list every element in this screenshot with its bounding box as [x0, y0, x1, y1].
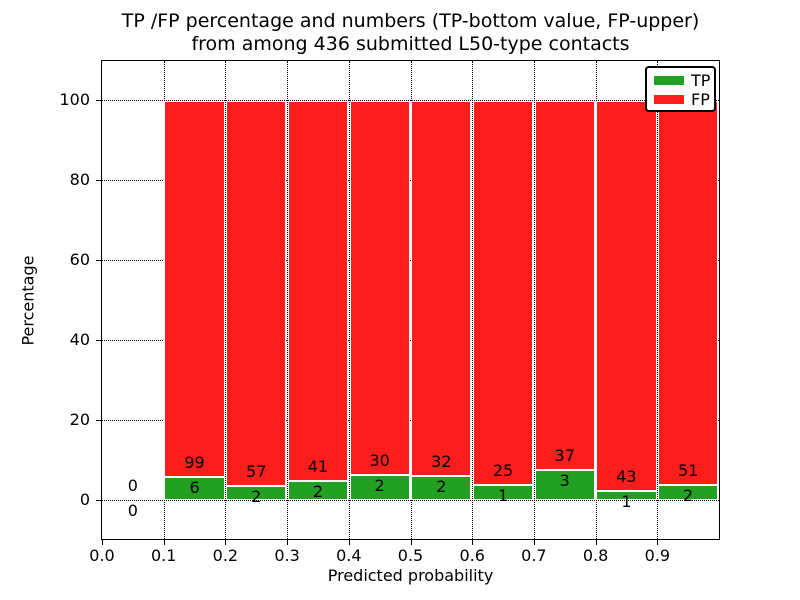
fp-count-label: 30 — [369, 451, 390, 470]
x-axis-tick — [410, 539, 412, 545]
tp-count-label: 1 — [621, 491, 632, 511]
bar-segment-fp — [349, 101, 410, 475]
y-axis-tick — [96, 180, 102, 181]
x-tick-label: 0.5 — [397, 546, 424, 565]
bar-segment-tp — [596, 490, 657, 500]
fp-count-label: 43 — [616, 466, 637, 486]
tp-count-label: 0 — [127, 501, 138, 520]
bar-segment-tp — [411, 476, 472, 500]
legend-label-tp: TP — [691, 71, 711, 90]
fp-count-label: 99 — [184, 453, 205, 473]
gridline-vertical — [225, 61, 227, 539]
legend-swatch-tp — [654, 76, 684, 85]
tp-count-label: 2 — [251, 487, 262, 507]
gridline-vertical — [348, 61, 350, 539]
chart-title: TP /FP percentage and numbers (TP-bottom… — [102, 10, 719, 56]
fp-count-label: 41 — [307, 457, 329, 477]
tp-count-label: 3 — [559, 471, 570, 490]
x-tick-label: 0.0 — [89, 546, 115, 565]
bar-segment-tp — [472, 484, 534, 500]
x-tick-label: 0.6 — [459, 546, 485, 565]
bar-segment-fp — [226, 101, 287, 487]
fp-count-label: 57 — [246, 462, 267, 482]
tp-count-label: 2 — [683, 485, 694, 505]
gridline-vertical — [163, 61, 165, 539]
gridline-vertical — [287, 61, 289, 539]
tp-count-label: 6 — [189, 478, 200, 498]
x-axis-label: Predicted probability — [327, 566, 494, 585]
tp-count-label: 2 — [436, 477, 447, 497]
bar-segment-fp — [472, 101, 534, 485]
gridline-vertical — [472, 61, 474, 539]
x-tick-label: 0.9 — [644, 546, 671, 565]
y-axis-tick — [96, 100, 102, 101]
bar-segment-fp — [164, 101, 225, 478]
y-tick-label: 100 — [59, 90, 90, 109]
legend-swatch-fp — [654, 95, 684, 104]
x-axis-tick — [657, 539, 659, 545]
gridline-vertical — [533, 61, 535, 539]
x-axis-tick — [348, 539, 350, 545]
bar-segment-fp — [411, 101, 472, 477]
y-tick-label: 20 — [69, 410, 90, 429]
plot-area: 0 0 99 6 57 2 41 2 30 2 32 2 25 1 37 3 43 1 51 2 — [101, 60, 720, 540]
bar-segment-fp — [596, 101, 657, 491]
x-tick-label: 0.4 — [336, 546, 362, 565]
x-tick-label: 0.3 — [274, 546, 300, 565]
y-tick-label: 0 — [79, 490, 90, 509]
bar-segment-fp — [534, 101, 595, 470]
x-axis-tick — [287, 539, 289, 545]
bar-segment-tp — [164, 477, 225, 500]
y-axis-label: Percentage — [18, 255, 38, 346]
legend-label-fp: FP — [691, 90, 710, 109]
tp-count-label: 1 — [497, 485, 509, 505]
gridline-vertical — [595, 61, 597, 539]
x-tick-label: 0.2 — [212, 546, 239, 565]
fp-count-label: 25 — [492, 460, 514, 480]
x-axis-tick — [472, 539, 474, 545]
x-axis-tick — [163, 539, 165, 545]
y-tick-label: 40 — [69, 330, 90, 349]
fp-count-label: 37 — [554, 446, 575, 465]
bar-segment-tp — [658, 484, 719, 500]
y-tick-label: 60 — [69, 250, 90, 269]
chart-title-line2: from among 436 submitted L50-type contac… — [191, 33, 630, 55]
y-axis-tick — [96, 420, 102, 421]
bar-segment-tp — [349, 475, 410, 500]
tp-count-label: 2 — [312, 482, 324, 502]
x-axis-tick — [225, 539, 227, 545]
x-axis-tick — [595, 539, 597, 545]
x-tick-label: 0.7 — [521, 546, 547, 565]
fp-count-label: 51 — [677, 460, 699, 480]
y-axis-tick — [96, 500, 102, 501]
tp-count-label: 2 — [374, 476, 385, 495]
x-axis-tick — [533, 539, 535, 545]
bar-segment-tp — [287, 481, 349, 500]
gridline-vertical — [410, 61, 412, 539]
y-tick-label: 80 — [69, 170, 90, 189]
x-tick-label: 0.8 — [582, 546, 609, 565]
gridline-vertical — [657, 61, 659, 539]
x-tick-label: 0.1 — [150, 546, 177, 565]
bar-segment-fp — [658, 101, 719, 485]
bar-segment-tp — [534, 470, 595, 500]
legend: TP FP — [645, 66, 716, 112]
bar-segment-tp — [226, 486, 287, 500]
x-axis-tick — [102, 539, 103, 545]
fp-count-label: 32 — [431, 452, 452, 472]
y-axis-tick — [96, 260, 102, 261]
y-axis-tick — [96, 340, 102, 341]
bar-segment-fp — [287, 101, 349, 482]
chart-title-line1: TP /FP percentage and numbers (TP-bottom… — [121, 10, 700, 32]
fp-count-label: 0 — [127, 476, 138, 495]
